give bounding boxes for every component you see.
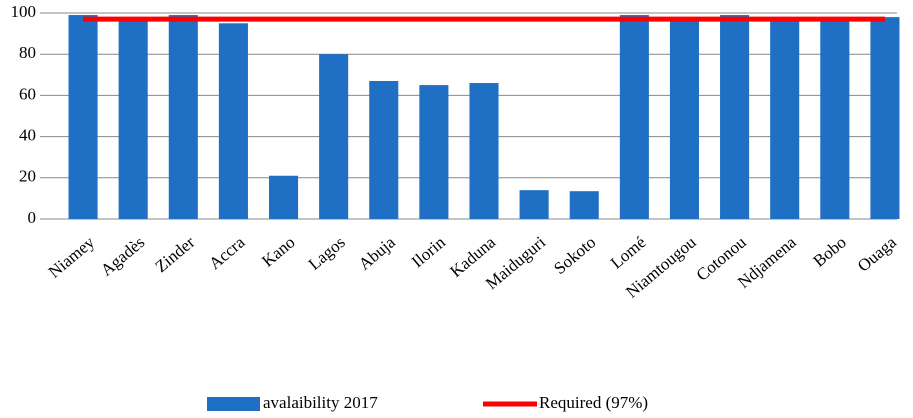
- legend-label: Required (97%): [539, 393, 648, 412]
- bar: [669, 17, 700, 220]
- x-tick-label: Niamey: [45, 232, 99, 281]
- x-tick-label: Kano: [258, 233, 298, 271]
- x-tick-label: Zinder: [151, 232, 198, 276]
- x-tick-label: Bobo: [809, 233, 849, 271]
- x-tick-label: Ilorin: [408, 232, 450, 271]
- bar: [569, 191, 599, 219]
- x-tick-label: Lagos: [305, 233, 349, 274]
- x-tick-label: Abuja: [355, 232, 399, 274]
- bar: [218, 23, 248, 219]
- bar: [369, 80, 399, 219]
- legend-swatch: [207, 397, 260, 411]
- y-tick-label: 0: [28, 208, 37, 227]
- bar: [68, 15, 98, 220]
- y-tick-label: 20: [19, 167, 36, 186]
- bar: [870, 17, 900, 220]
- y-tick-label: 80: [19, 43, 36, 62]
- bar: [469, 83, 499, 219]
- bar: [770, 17, 800, 220]
- bar: [820, 19, 850, 220]
- x-tick-label: Sokoto: [550, 233, 599, 279]
- y-tick-label: 100: [11, 2, 37, 21]
- bar: [519, 190, 549, 219]
- x-tick-label: Accra: [205, 232, 249, 273]
- y-tick-label: 60: [19, 84, 36, 103]
- bar: [168, 15, 198, 220]
- x-tick-label: Lomé: [607, 233, 650, 273]
- bar: [419, 85, 449, 219]
- bar: [720, 15, 750, 220]
- y-tick-label: 40: [19, 126, 36, 145]
- bar: [268, 175, 299, 219]
- bar: [319, 54, 349, 220]
- x-tick-label: Agadès: [97, 233, 148, 280]
- x-tick-label: Ouaga: [854, 232, 901, 275]
- legend-label: avalaibility 2017: [263, 393, 378, 412]
- bar: [619, 15, 649, 220]
- bar: [118, 17, 148, 220]
